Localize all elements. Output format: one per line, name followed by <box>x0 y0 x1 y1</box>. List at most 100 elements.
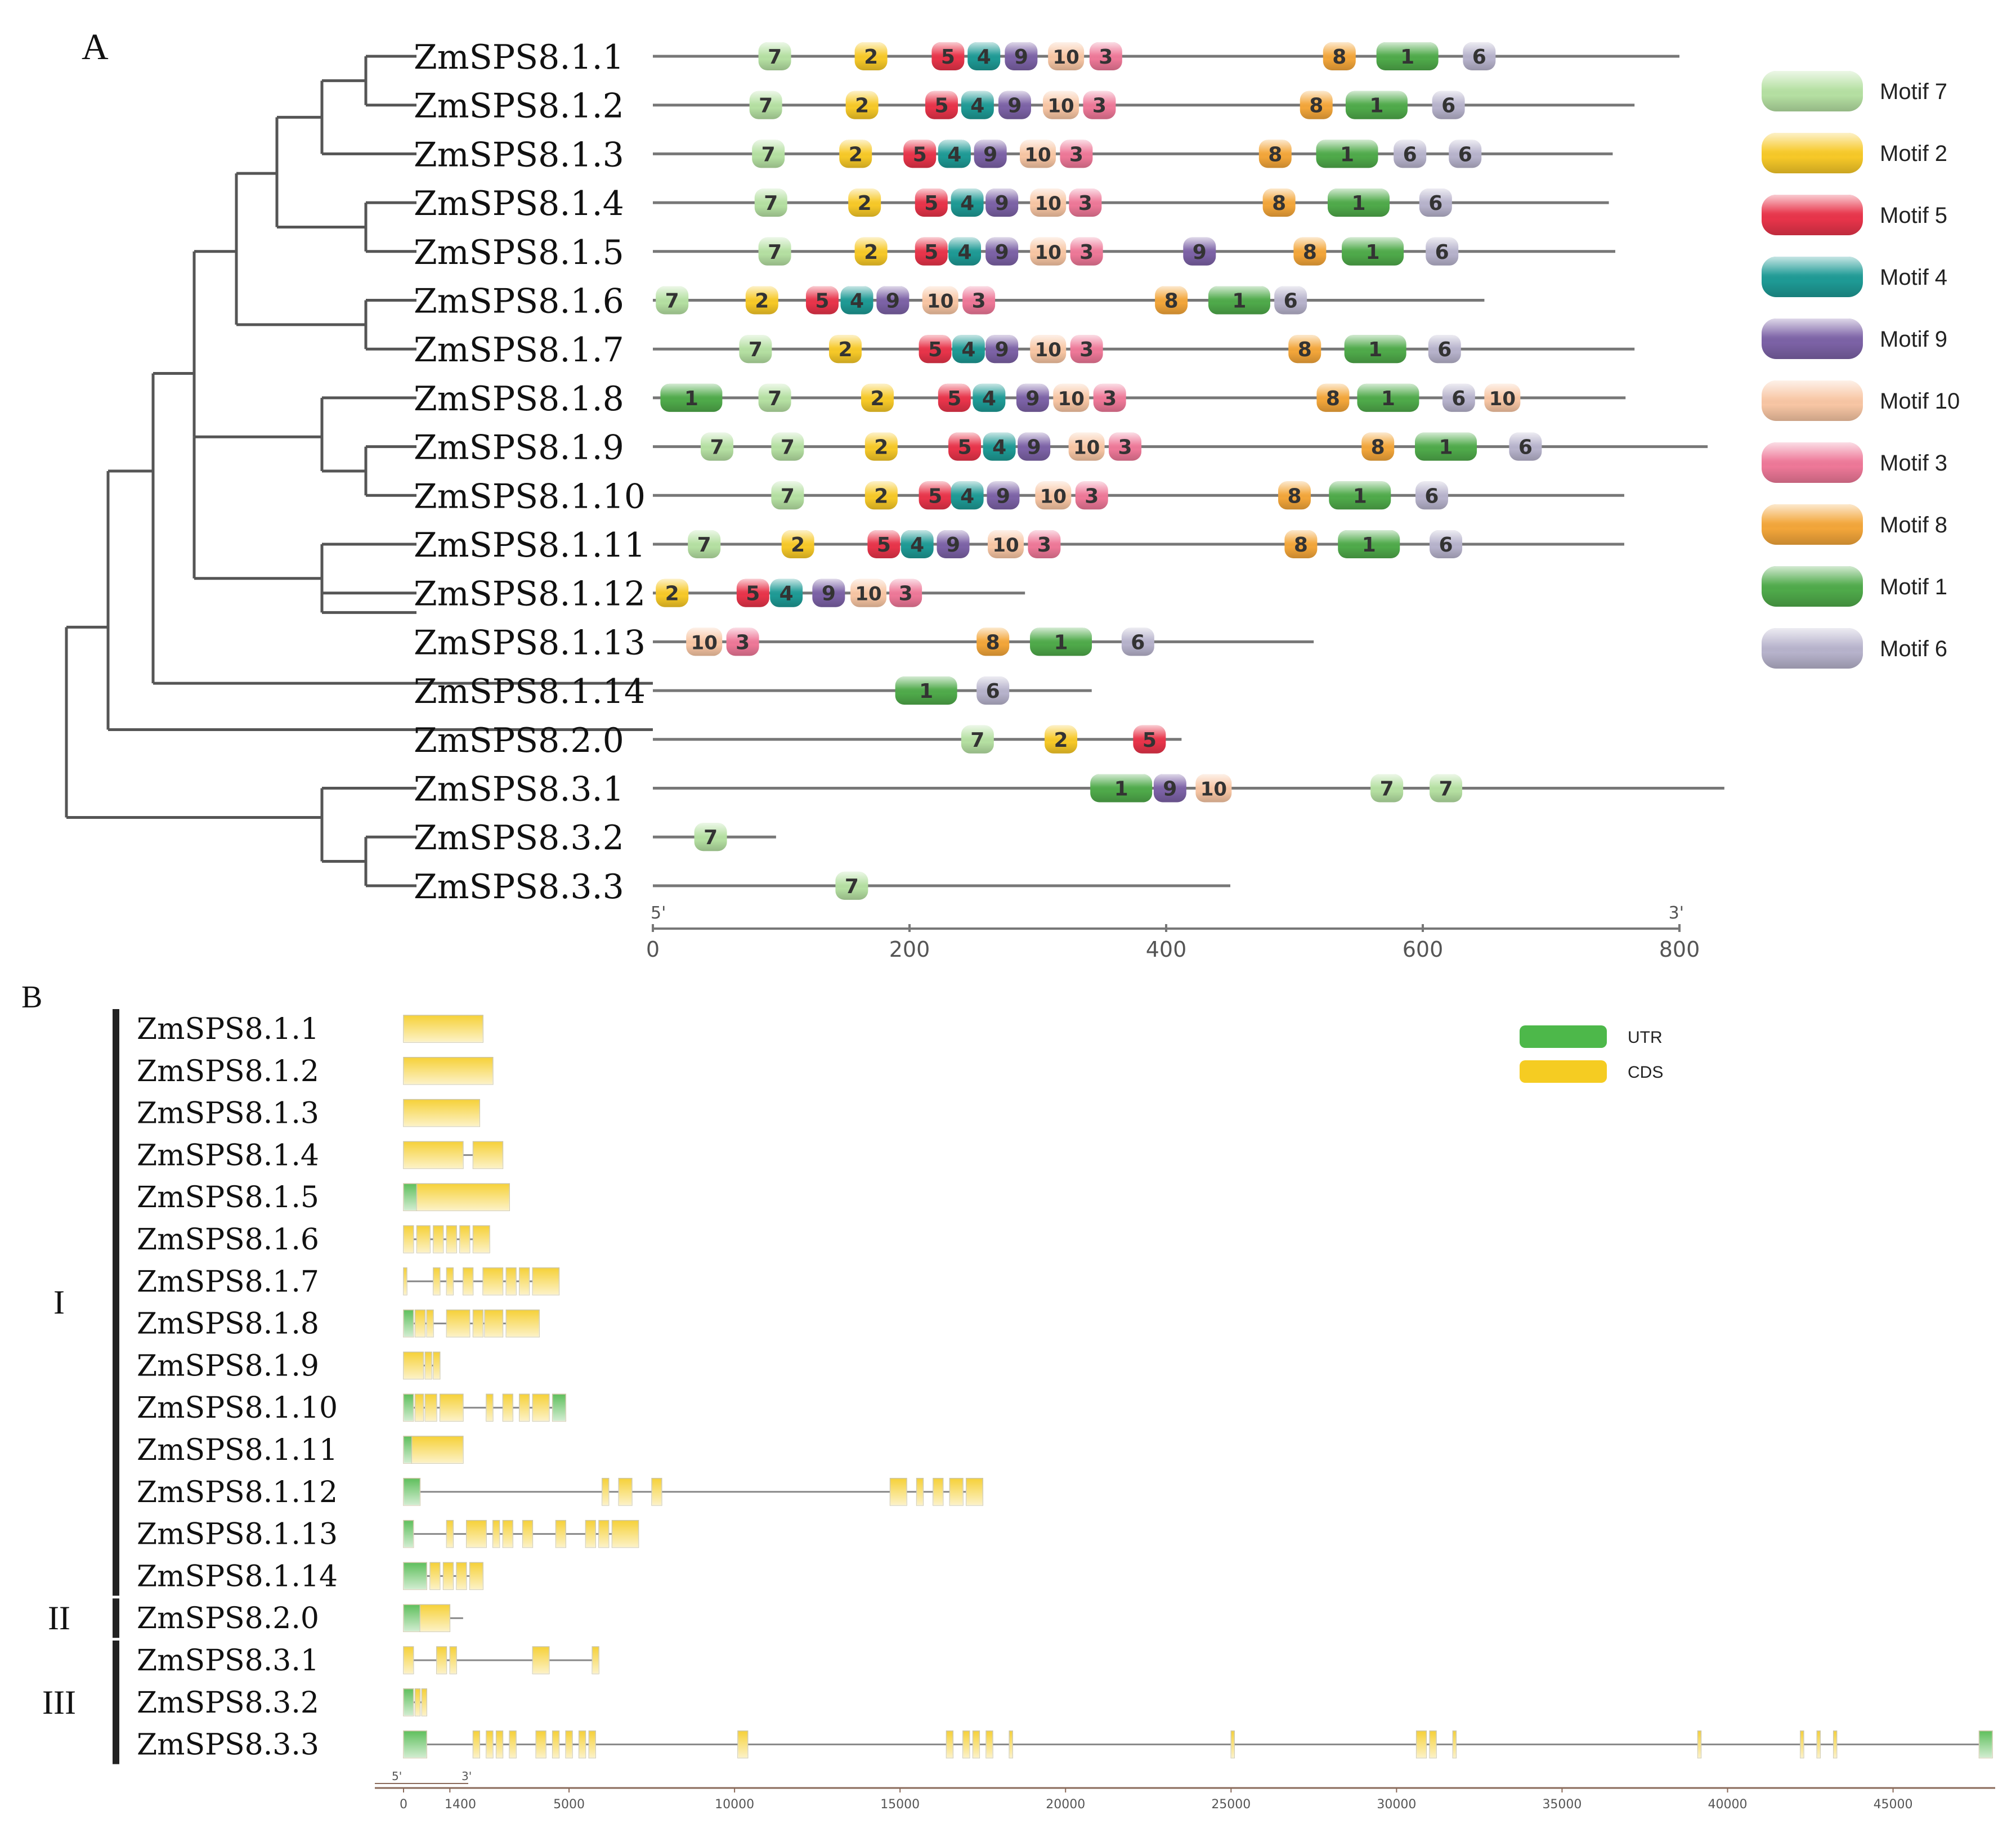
motif-9-box: 9 <box>987 481 1020 510</box>
motif-7-box: 7 <box>701 432 733 461</box>
motif-shine <box>915 189 948 217</box>
cds-block <box>442 1562 454 1590</box>
legend-label: Motif 5 <box>1880 203 1947 228</box>
motif-7-box: 7 <box>758 383 791 412</box>
motif-3-box: 3 <box>1109 432 1142 461</box>
gene-name: ZmSPS8.1.1 <box>414 38 624 77</box>
exon-shade <box>404 1478 420 1505</box>
motif-number: 7 <box>759 95 773 118</box>
motif-3-box: 3 <box>1070 237 1103 266</box>
motif-shine <box>752 140 785 168</box>
cds-block <box>916 1478 924 1506</box>
cds-block <box>439 1393 464 1422</box>
motif-10-box: 10 <box>1035 481 1072 510</box>
cds-block <box>552 1730 560 1759</box>
utr-block <box>403 1309 414 1338</box>
motif-8-box: 8 <box>1262 189 1296 217</box>
motif-shine <box>952 335 985 364</box>
motif-number: 6 <box>1424 485 1439 508</box>
exon-shade <box>415 1394 424 1422</box>
motif-shine <box>1344 335 1406 364</box>
structure-row-zmsps8-1-14: ZmSPS8.1.14 <box>137 1559 483 1593</box>
motif-number: 6 <box>1437 338 1451 361</box>
legend-item-motif-7: Motif 7 <box>1762 71 1947 111</box>
motif-9-box: 9 <box>937 530 970 558</box>
cds-block <box>592 1646 599 1674</box>
motif-number: 1 <box>1362 534 1376 557</box>
exon-shade <box>933 1478 943 1505</box>
motif-shine <box>1195 774 1232 803</box>
motif-1-box: 1 <box>1208 286 1270 315</box>
exon-shade <box>522 1520 533 1548</box>
motif-shine <box>1048 42 1085 70</box>
gene-name: ZmSPS8.1.11 <box>137 1433 338 1467</box>
axis-3-prime: 3' <box>462 1769 472 1783</box>
motif-9-box: 9 <box>985 335 1019 364</box>
motif-number: 9 <box>983 143 997 166</box>
cds-block <box>565 1730 573 1759</box>
motif-row-zmsps8-1-7: ZmSPS8.1.7 7 2 5 4 9 10 3 8 1 6 <box>414 330 1635 370</box>
motif-number: 4 <box>961 338 975 361</box>
motif-shine <box>736 579 769 607</box>
motif-shine <box>758 383 791 412</box>
motif-shine <box>1328 189 1390 217</box>
legend-item-utr: UTR <box>1520 1025 1663 1048</box>
cds-block <box>985 1730 993 1759</box>
exon-shade <box>411 1436 463 1463</box>
group-label: I <box>53 1284 65 1321</box>
exon-shade <box>1009 1731 1013 1758</box>
motif-10-box: 10 <box>686 628 723 656</box>
exon-shade <box>619 1478 632 1505</box>
motif-number: 6 <box>1458 143 1472 166</box>
motif-shine <box>1090 774 1153 803</box>
structure-row-zmsps8-1-4: ZmSPS8.1.4 <box>137 1139 504 1172</box>
exon-shade <box>1979 1731 1992 1758</box>
legend-swatch-shine <box>1762 257 1863 297</box>
motif-shine <box>781 530 814 558</box>
exon-shade <box>416 1226 431 1253</box>
motif-8-box: 8 <box>1278 481 1311 510</box>
motif-number: 6 <box>1403 143 1417 166</box>
motif-number: 10 <box>1040 485 1067 508</box>
legend-label: Motif 8 <box>1880 513 1947 537</box>
motif-number: 1 <box>1366 241 1380 264</box>
exon-shade <box>404 1015 483 1042</box>
motif-number: 5 <box>947 387 961 410</box>
exon-shade <box>492 1520 500 1548</box>
utr-block <box>1978 1730 1993 1759</box>
exon-shade <box>519 1394 530 1422</box>
motif-7-box: 7 <box>771 432 804 461</box>
motif-shine <box>854 42 888 70</box>
cds-block <box>463 1267 474 1296</box>
motif-shine <box>1449 140 1482 168</box>
exon-shade <box>1697 1731 1701 1758</box>
motif-shine <box>1028 530 1061 558</box>
motif-shine <box>951 481 984 510</box>
motif-number: 7 <box>764 192 778 215</box>
motif-number: 3 <box>1085 485 1099 508</box>
axis-tick-label: 800 <box>1659 937 1700 962</box>
motif-number: 7 <box>710 436 724 459</box>
motif-number: 3 <box>1079 338 1094 361</box>
motif-shine <box>925 91 958 119</box>
motif-number: 8 <box>1371 436 1385 459</box>
motif-number: 2 <box>665 582 679 606</box>
exon-shade <box>440 1394 463 1422</box>
motif-number: 10 <box>1052 46 1079 69</box>
exon-shade <box>433 1352 440 1379</box>
motif-number: 8 <box>1326 387 1340 410</box>
axis-tick-label: 5000 <box>553 1798 585 1812</box>
motif-shine <box>835 871 868 900</box>
motif-7-box: 7 <box>739 335 772 364</box>
gene-name: ZmSPS8.1.4 <box>414 184 624 223</box>
exon-shade <box>436 1647 447 1674</box>
motif-shine <box>839 140 872 168</box>
motif-shine <box>686 628 723 656</box>
motif-number: 2 <box>874 485 888 508</box>
utr-block <box>403 1393 414 1422</box>
exon-shade <box>506 1310 540 1337</box>
motif-shine <box>1043 91 1079 119</box>
legend-label: Motif 2 <box>1880 141 1947 166</box>
motif-number: 1 <box>684 387 698 410</box>
